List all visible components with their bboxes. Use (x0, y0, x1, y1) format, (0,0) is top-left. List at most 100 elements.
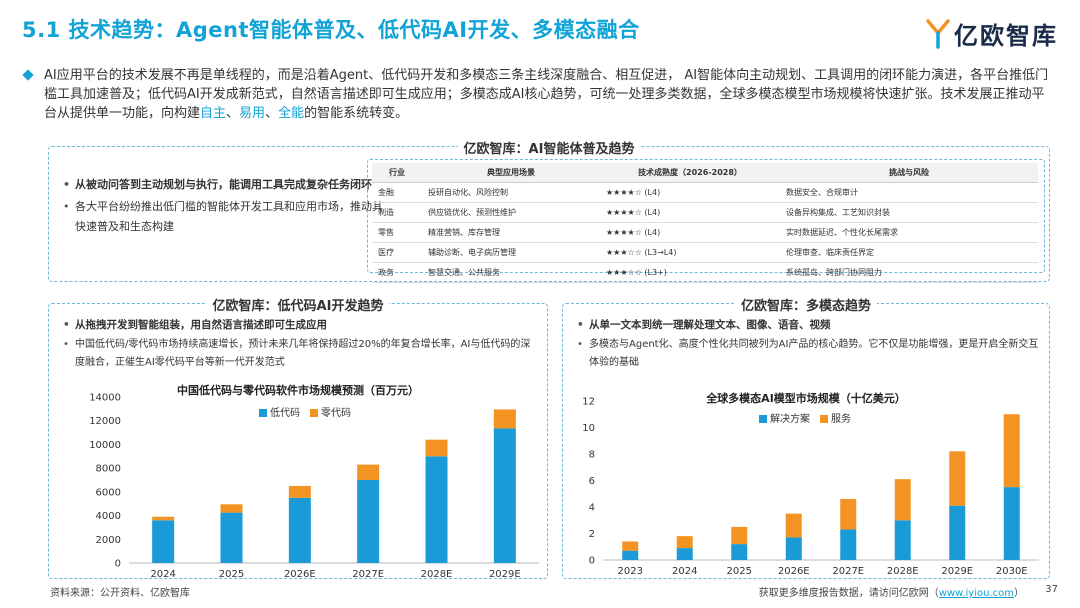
intro-text-end: 的智能系统转变。 (304, 106, 409, 121)
bar (220, 504, 243, 513)
bar (1003, 414, 1020, 488)
y-tick-label: 12 (582, 397, 595, 408)
intro-separator: 、 (226, 106, 240, 121)
table-cell: 数据安全、合规审计 (780, 182, 1038, 203)
agent-table-frame: 行业 典型应用场景 技术成熟度（2026-2028） 挑战与风险 金融 投研自动… (367, 159, 1045, 283)
bar (840, 529, 857, 560)
legend-swatch (310, 409, 318, 417)
x-tick-label: 2029E (489, 569, 521, 578)
x-tick-label: 2026E (284, 569, 316, 578)
lowcode-panel-title: 亿欧智库：低代码AI开发趋势 (206, 299, 390, 314)
bar (785, 513, 802, 538)
multimodal-panel: 亿欧智库：多模态趋势 从单一文本到统一理解处理文本、图像、语音、视频 多模态与A… (562, 299, 1050, 579)
highlight-autonomous: 自主 (200, 106, 227, 121)
table-cell: 金融 (372, 182, 422, 203)
agent-bullet-1: 从被动问答到主动规划与执行，能调用工具完成复杂任务闭环 (61, 175, 391, 195)
bar (949, 451, 966, 506)
x-tick-label: 2026E (778, 566, 810, 577)
footer-text-end: ） (1014, 588, 1024, 599)
lowcode-panel: 亿欧智库：低代码AI开发趋势 从拖拽开发到智能组装，用自然语言描述即可生成应用 … (48, 299, 548, 579)
y-tick-label: 8000 (96, 464, 121, 475)
table-cell: 制造 (372, 202, 422, 223)
legend-label: 零代码 (321, 408, 351, 419)
table-cell: 精准营销、库存管理 (422, 222, 600, 243)
y-tick-label: 0 (115, 559, 121, 570)
multimodal-chart-title: 全球多模态AI模型市场规模（十亿美元） (706, 392, 906, 405)
y-tick-label: 10000 (89, 440, 121, 451)
highlight-easy: 易用 (239, 106, 266, 121)
bar (152, 516, 175, 521)
intro-separator: 、 (265, 106, 279, 121)
table-cell: 系统孤岛、跨部门协同阻力 (780, 262, 1038, 283)
table-header: 行业 (372, 163, 422, 183)
bar (840, 499, 857, 530)
x-tick-label: 2024 (672, 566, 697, 577)
bar (949, 505, 966, 560)
table-cell: 智慧交通、公共服务 (422, 262, 600, 283)
table-header: 挑战与风险 (780, 163, 1038, 183)
bar (493, 409, 516, 429)
y-tick-label: 12000 (89, 416, 121, 427)
bar (425, 456, 448, 563)
table-row: 零售 精准营销、库存管理 ★★★★☆ (L4) 实时数据延迟、个性化长尾需求 (372, 222, 1038, 243)
logo: 亿欧智库 (926, 16, 1058, 51)
agent-panel-title: 亿欧智库：AI智能体普及趋势 (457, 142, 641, 157)
multimodal-bullet-2: 多模态与Agent化、高度个性化共同被列为AI产品的核心趋势。它不仅是功能增强，… (575, 336, 1039, 372)
bar (1003, 487, 1020, 560)
page-title: 5.1 技术趋势：Agent智能体普及、低代码AI开发、多模态融合 (22, 18, 640, 42)
legend-item-service: 服务 (820, 410, 851, 425)
legend-item-lowcode: 低代码 (259, 404, 300, 419)
y-tick-label: 8 (589, 450, 595, 461)
x-tick-label: 2030E (996, 566, 1028, 577)
lowcode-bullet-1: 从拖拽开发到智能组装，用自然语言描述即可生成应用 (61, 316, 537, 334)
x-tick-label: 2027E (832, 566, 864, 577)
diamond-bullet-icon (22, 69, 34, 81)
lowcode-legend: 低代码 零代码 (259, 404, 351, 419)
footer-more-info: 获取更多维度报告数据，请访问亿欧网（www.iyiou.com） (759, 584, 1024, 599)
table-header: 技术成熟度（2026-2028） (600, 163, 780, 183)
x-tick-label: 2027E (352, 569, 384, 578)
legend-swatch (259, 409, 267, 417)
yiou-logo-icon (926, 18, 950, 49)
table-cell: 辅助诊断、电子病历管理 (422, 242, 600, 263)
bar (622, 550, 639, 560)
table-cell: 伦理审查、临床责任界定 (780, 242, 1038, 263)
table-header-row: 行业 典型应用场景 技术成熟度（2026-2028） 挑战与风险 (372, 163, 1038, 183)
legend-item-solution: 解决方案 (759, 410, 810, 425)
bar (676, 536, 693, 549)
table-cell: 政务 (372, 262, 422, 283)
table-cell: 投研自动化、风险控制 (422, 182, 600, 203)
table-cell: 实时数据延迟、个性化长尾需求 (780, 222, 1038, 243)
y-tick-label: 2 (589, 529, 595, 540)
x-tick-label: 2023 (618, 566, 643, 577)
y-tick-label: 0 (589, 556, 595, 567)
bar (894, 520, 911, 560)
agent-bullet-2: 各大平台纷纷推出低门槛的智能体开发工具和应用市场，推动其快速普及和生态构建 (61, 197, 391, 237)
legend-swatch (820, 415, 828, 423)
x-tick-label: 2025 (219, 569, 244, 578)
y-tick-label: 10 (582, 423, 595, 434)
intro-paragraph: AI应用平台的技术发展不再是单线程的，而是沿着Agent、低代码开发和多模态三条… (22, 66, 1054, 123)
bar (288, 485, 311, 498)
table-cell: ★★★★☆ (L4) (600, 222, 780, 243)
multimodal-panel-title: 亿欧智库：多模态趋势 (734, 299, 877, 314)
bar (152, 520, 175, 563)
x-tick-label: 2029E (941, 566, 973, 577)
lowcode-chart: 0 2000 4000 6000 8000 10000 12000 14000 2024 2025… (89, 393, 539, 578)
legend-item-nocode: 零代码 (310, 404, 351, 419)
table-cell: 设备异构集成、工艺知识封装 (780, 202, 1038, 223)
x-tick-label: 2028E (421, 569, 453, 578)
footer-link[interactable]: www.iyiou.com (938, 588, 1014, 599)
table-cell: ★★★☆☆ (L3+) (600, 262, 780, 283)
multimodal-legend: 解决方案 服务 (759, 410, 851, 425)
bar (357, 464, 380, 480)
source-note: 资料来源：公开资料、亿欧智库 (50, 588, 190, 599)
bar (493, 428, 516, 563)
bar (622, 541, 639, 551)
intro-text: AI应用平台的技术发展不再是单线程的，而是沿着Agent、低代码开发和多模态三条… (44, 68, 1049, 121)
x-tick-label: 2028E (887, 566, 919, 577)
highlight-versatile: 全能 (278, 106, 305, 121)
multimodal-chart: 0 2 4 6 8 10 12 2023 2024 2025 2026E 2027E 2028E 2029… (582, 397, 1039, 577)
legend-label: 解决方案 (770, 414, 810, 425)
bar (731, 544, 748, 560)
